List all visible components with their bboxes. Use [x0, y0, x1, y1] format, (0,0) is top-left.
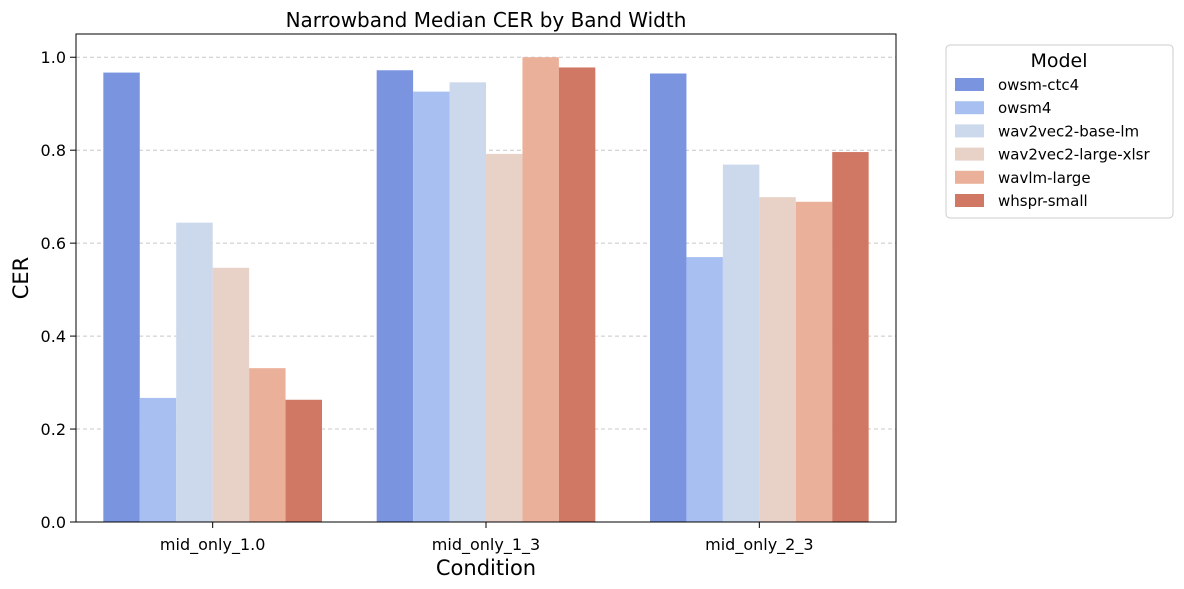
- bar: [449, 82, 486, 522]
- bar: [212, 267, 250, 522]
- y-tick-label: 0.4: [41, 327, 66, 346]
- legend-label: whspr-small: [998, 192, 1088, 210]
- bar: [522, 57, 559, 522]
- x-axis-label: Condition: [436, 556, 536, 580]
- legend-frame: [945, 44, 1174, 219]
- y-axis: 0.0 0.2 0.4 0.6 0.8 1.0: [41, 48, 76, 532]
- bar: [759, 197, 796, 523]
- chart-title: Narrowband Median CER by Band Width: [286, 8, 687, 32]
- legend-label: wav2vec2-base-lm: [998, 122, 1139, 140]
- x-tick-label: mid_only_1.0: [160, 535, 265, 555]
- legend-swatch: [955, 124, 984, 138]
- legend-swatch: [955, 78, 984, 91]
- bar: [139, 397, 177, 522]
- legend: Model owsm-ctc4 owsm4 wav2vec2-base-lm wav2…: [945, 44, 1174, 219]
- legend-label: owsm-ctc4: [998, 76, 1079, 94]
- legend-title: Model: [1030, 50, 1087, 72]
- bar: [795, 201, 833, 522]
- bar: [832, 152, 869, 522]
- bar: [285, 399, 322, 522]
- bar: [413, 91, 450, 522]
- bar: [376, 70, 414, 522]
- x-tick-label: mid_only_1_3: [432, 535, 540, 555]
- bar: [558, 67, 596, 522]
- y-tick-label: 1.0: [41, 48, 66, 67]
- legend-label: wavlm-large: [998, 169, 1091, 187]
- bars: [103, 57, 869, 523]
- legend-label: wav2vec2-large-xlsr: [998, 146, 1150, 164]
- bar: [722, 164, 760, 523]
- bar: [103, 72, 140, 522]
- legend-swatch: [955, 194, 984, 207]
- bar: [249, 368, 286, 522]
- legend-label: owsm4: [998, 99, 1051, 117]
- bar: [686, 257, 723, 522]
- legend-swatch: [955, 147, 984, 161]
- x-tick-label: mid_only_2_3: [705, 535, 813, 555]
- y-tick-label: 0.6: [41, 234, 66, 253]
- legend-swatch: [955, 170, 984, 184]
- legend-swatch: [955, 101, 984, 115]
- y-axis-label: CER: [9, 257, 33, 300]
- x-axis: mid_only_1.0 mid_only_1_3 mid_only_2_3: [160, 522, 814, 555]
- bar: [176, 222, 213, 522]
- y-tick-label: 0.2: [41, 420, 66, 439]
- y-tick-label: 0.8: [41, 141, 66, 160]
- bar: [650, 73, 687, 522]
- y-tick-label: 0.0: [41, 513, 66, 532]
- bar: [486, 153, 523, 522]
